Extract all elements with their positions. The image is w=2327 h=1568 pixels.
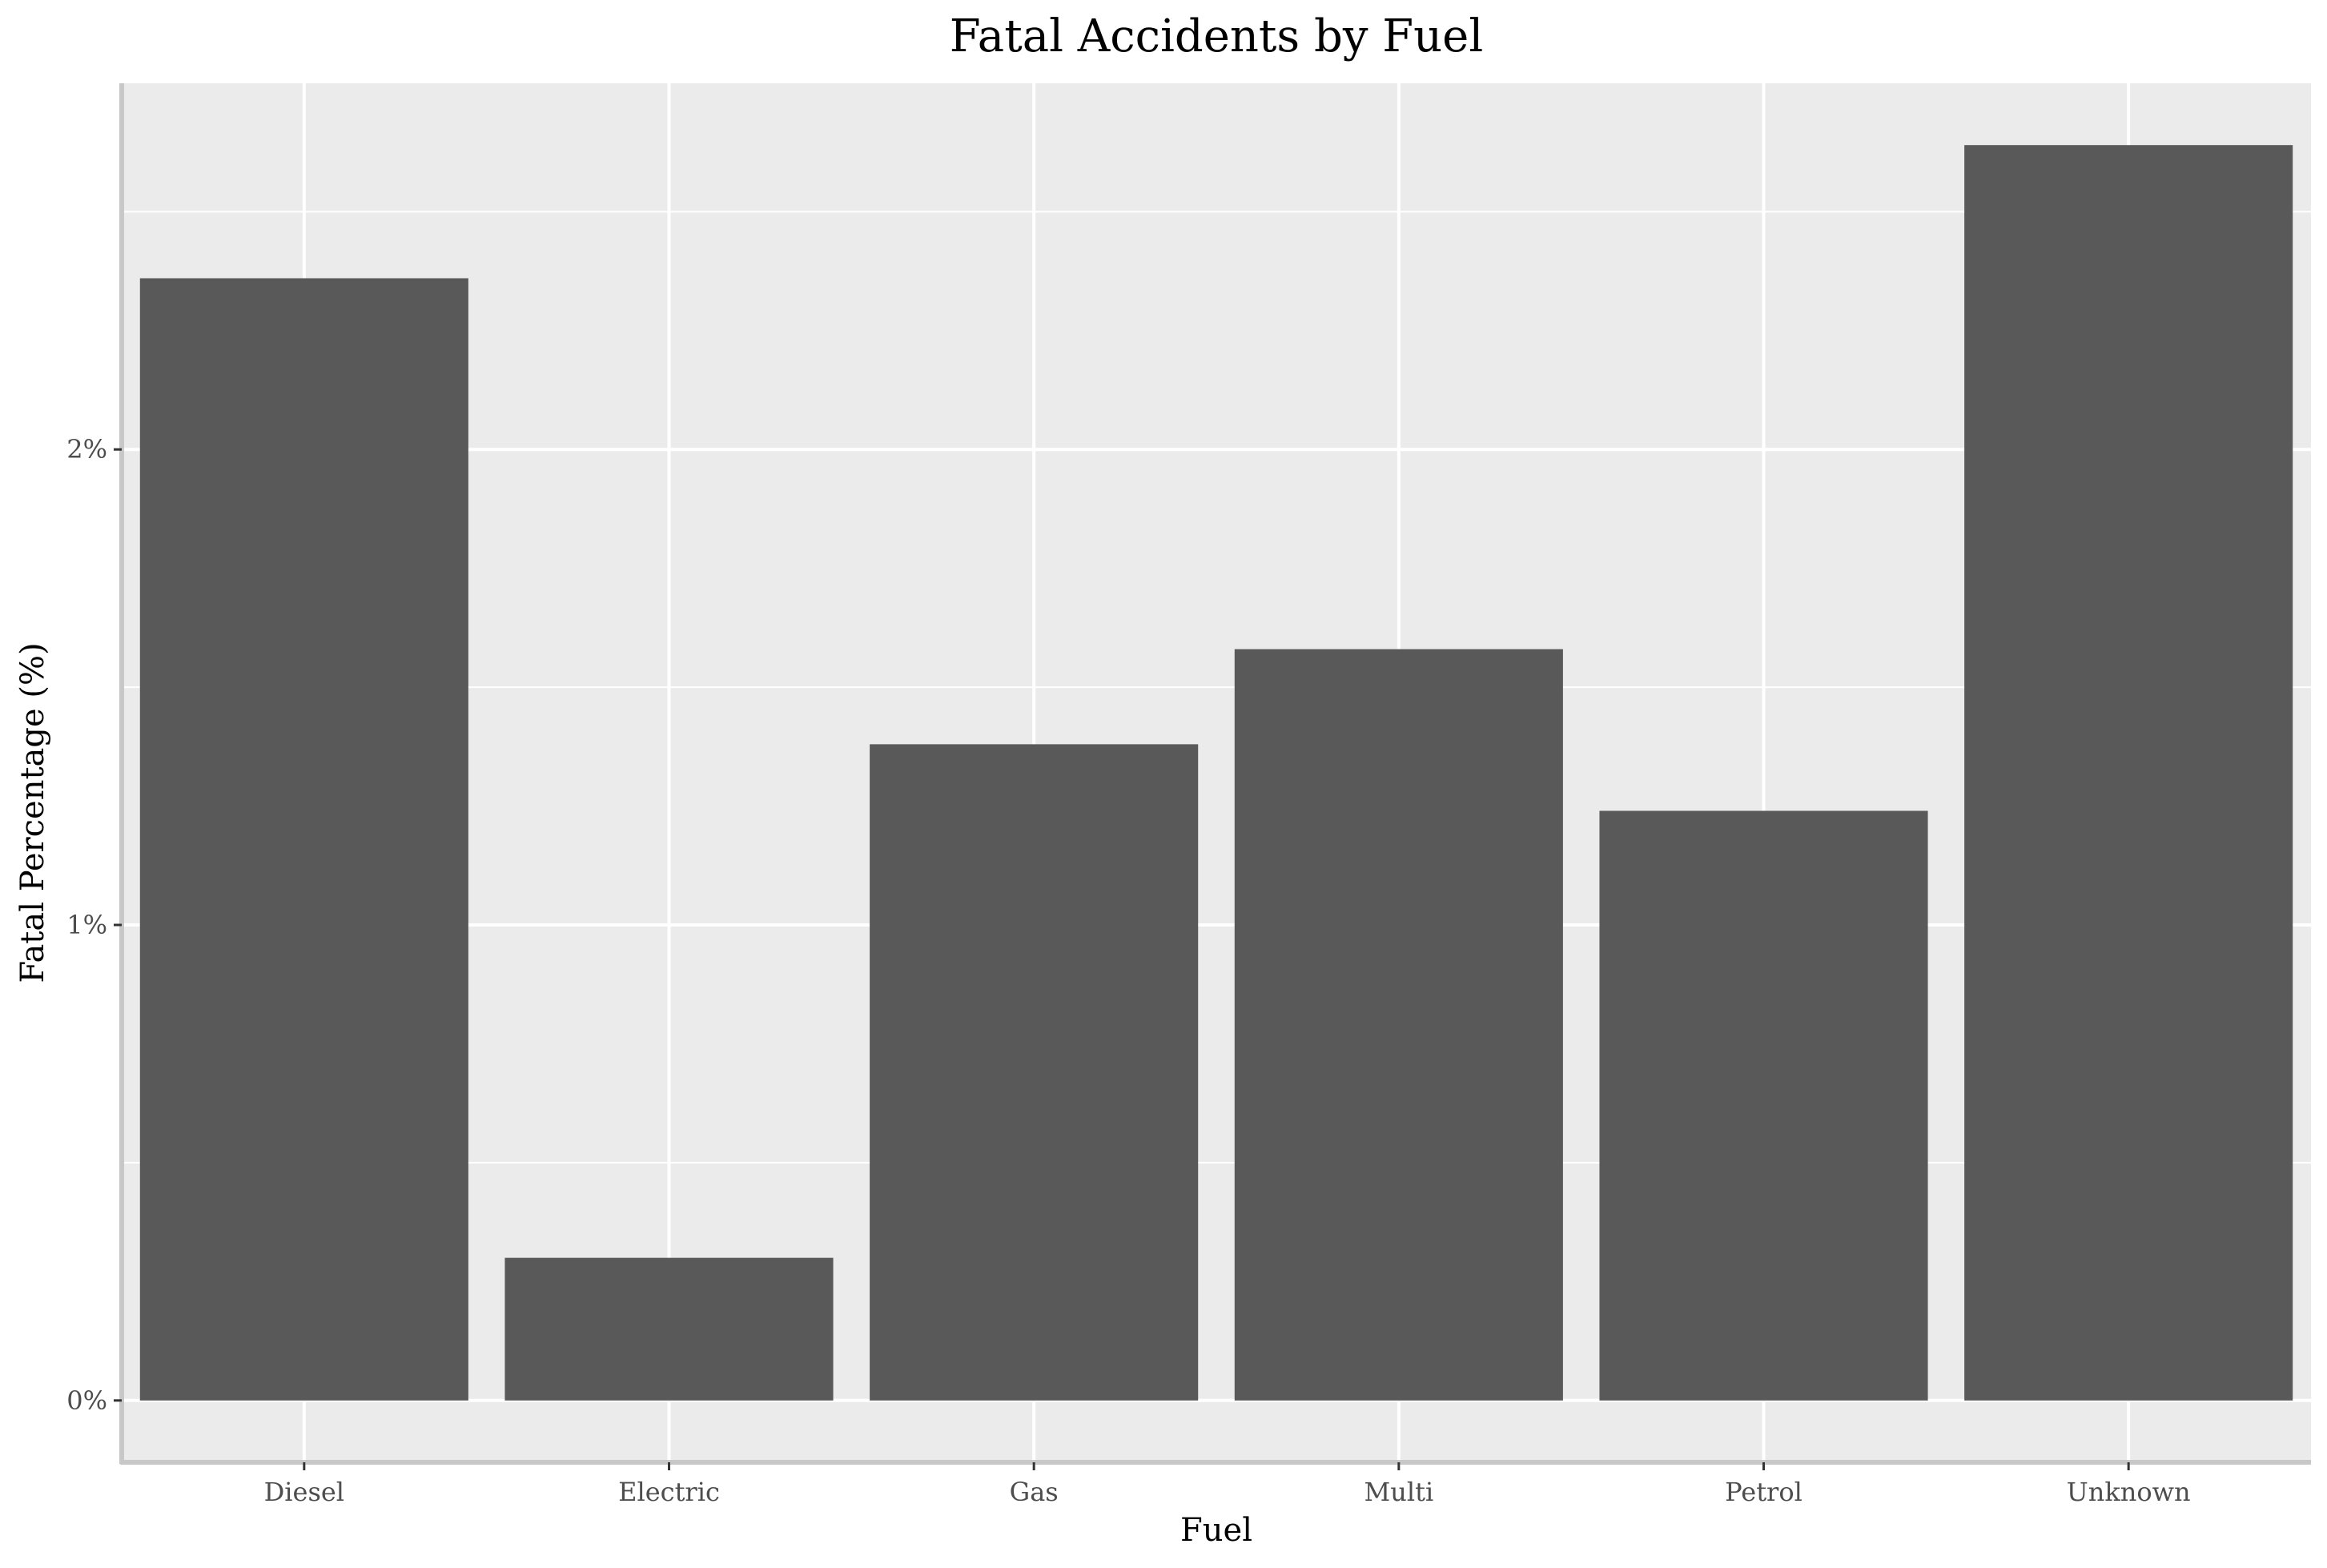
- x-tick-label: Gas: [1010, 1477, 1059, 1507]
- y-tick-label: 2%: [66, 434, 107, 464]
- bar-petrol: [1599, 810, 1928, 1401]
- bar-diesel: [139, 278, 468, 1401]
- bar-electric: [504, 1257, 834, 1401]
- x-tick-label: Electric: [618, 1477, 720, 1507]
- bar-gas: [870, 744, 1199, 1401]
- y-tick-label: 0%: [66, 1385, 107, 1416]
- x-tick-label: Diesel: [264, 1477, 344, 1507]
- chart-title: Fatal Accidents by Fuel: [950, 10, 1483, 62]
- x-axis-ticks: Diesel Electric Gas Multi Petrol Unknown: [264, 1462, 2191, 1507]
- y-tick-label: 1%: [66, 910, 107, 940]
- x-axis-title: Fuel: [1180, 1512, 1252, 1549]
- plot-panel: [122, 83, 2311, 1462]
- bars: [139, 145, 2293, 1401]
- x-tick-label: Petrol: [1725, 1477, 1803, 1507]
- y-axis-ticks: 0% 1% 2%: [66, 434, 122, 1416]
- x-tick-label: Unknown: [2067, 1477, 2191, 1507]
- bar-multi: [1234, 649, 1563, 1401]
- minor-gridlines: [122, 211, 2311, 1164]
- y-axis-title: Fatal Percentage (%): [14, 642, 51, 983]
- axes: [119, 83, 2311, 1465]
- x-tick-label: Multi: [1364, 1477, 1433, 1507]
- bar-unknown: [1964, 145, 2293, 1401]
